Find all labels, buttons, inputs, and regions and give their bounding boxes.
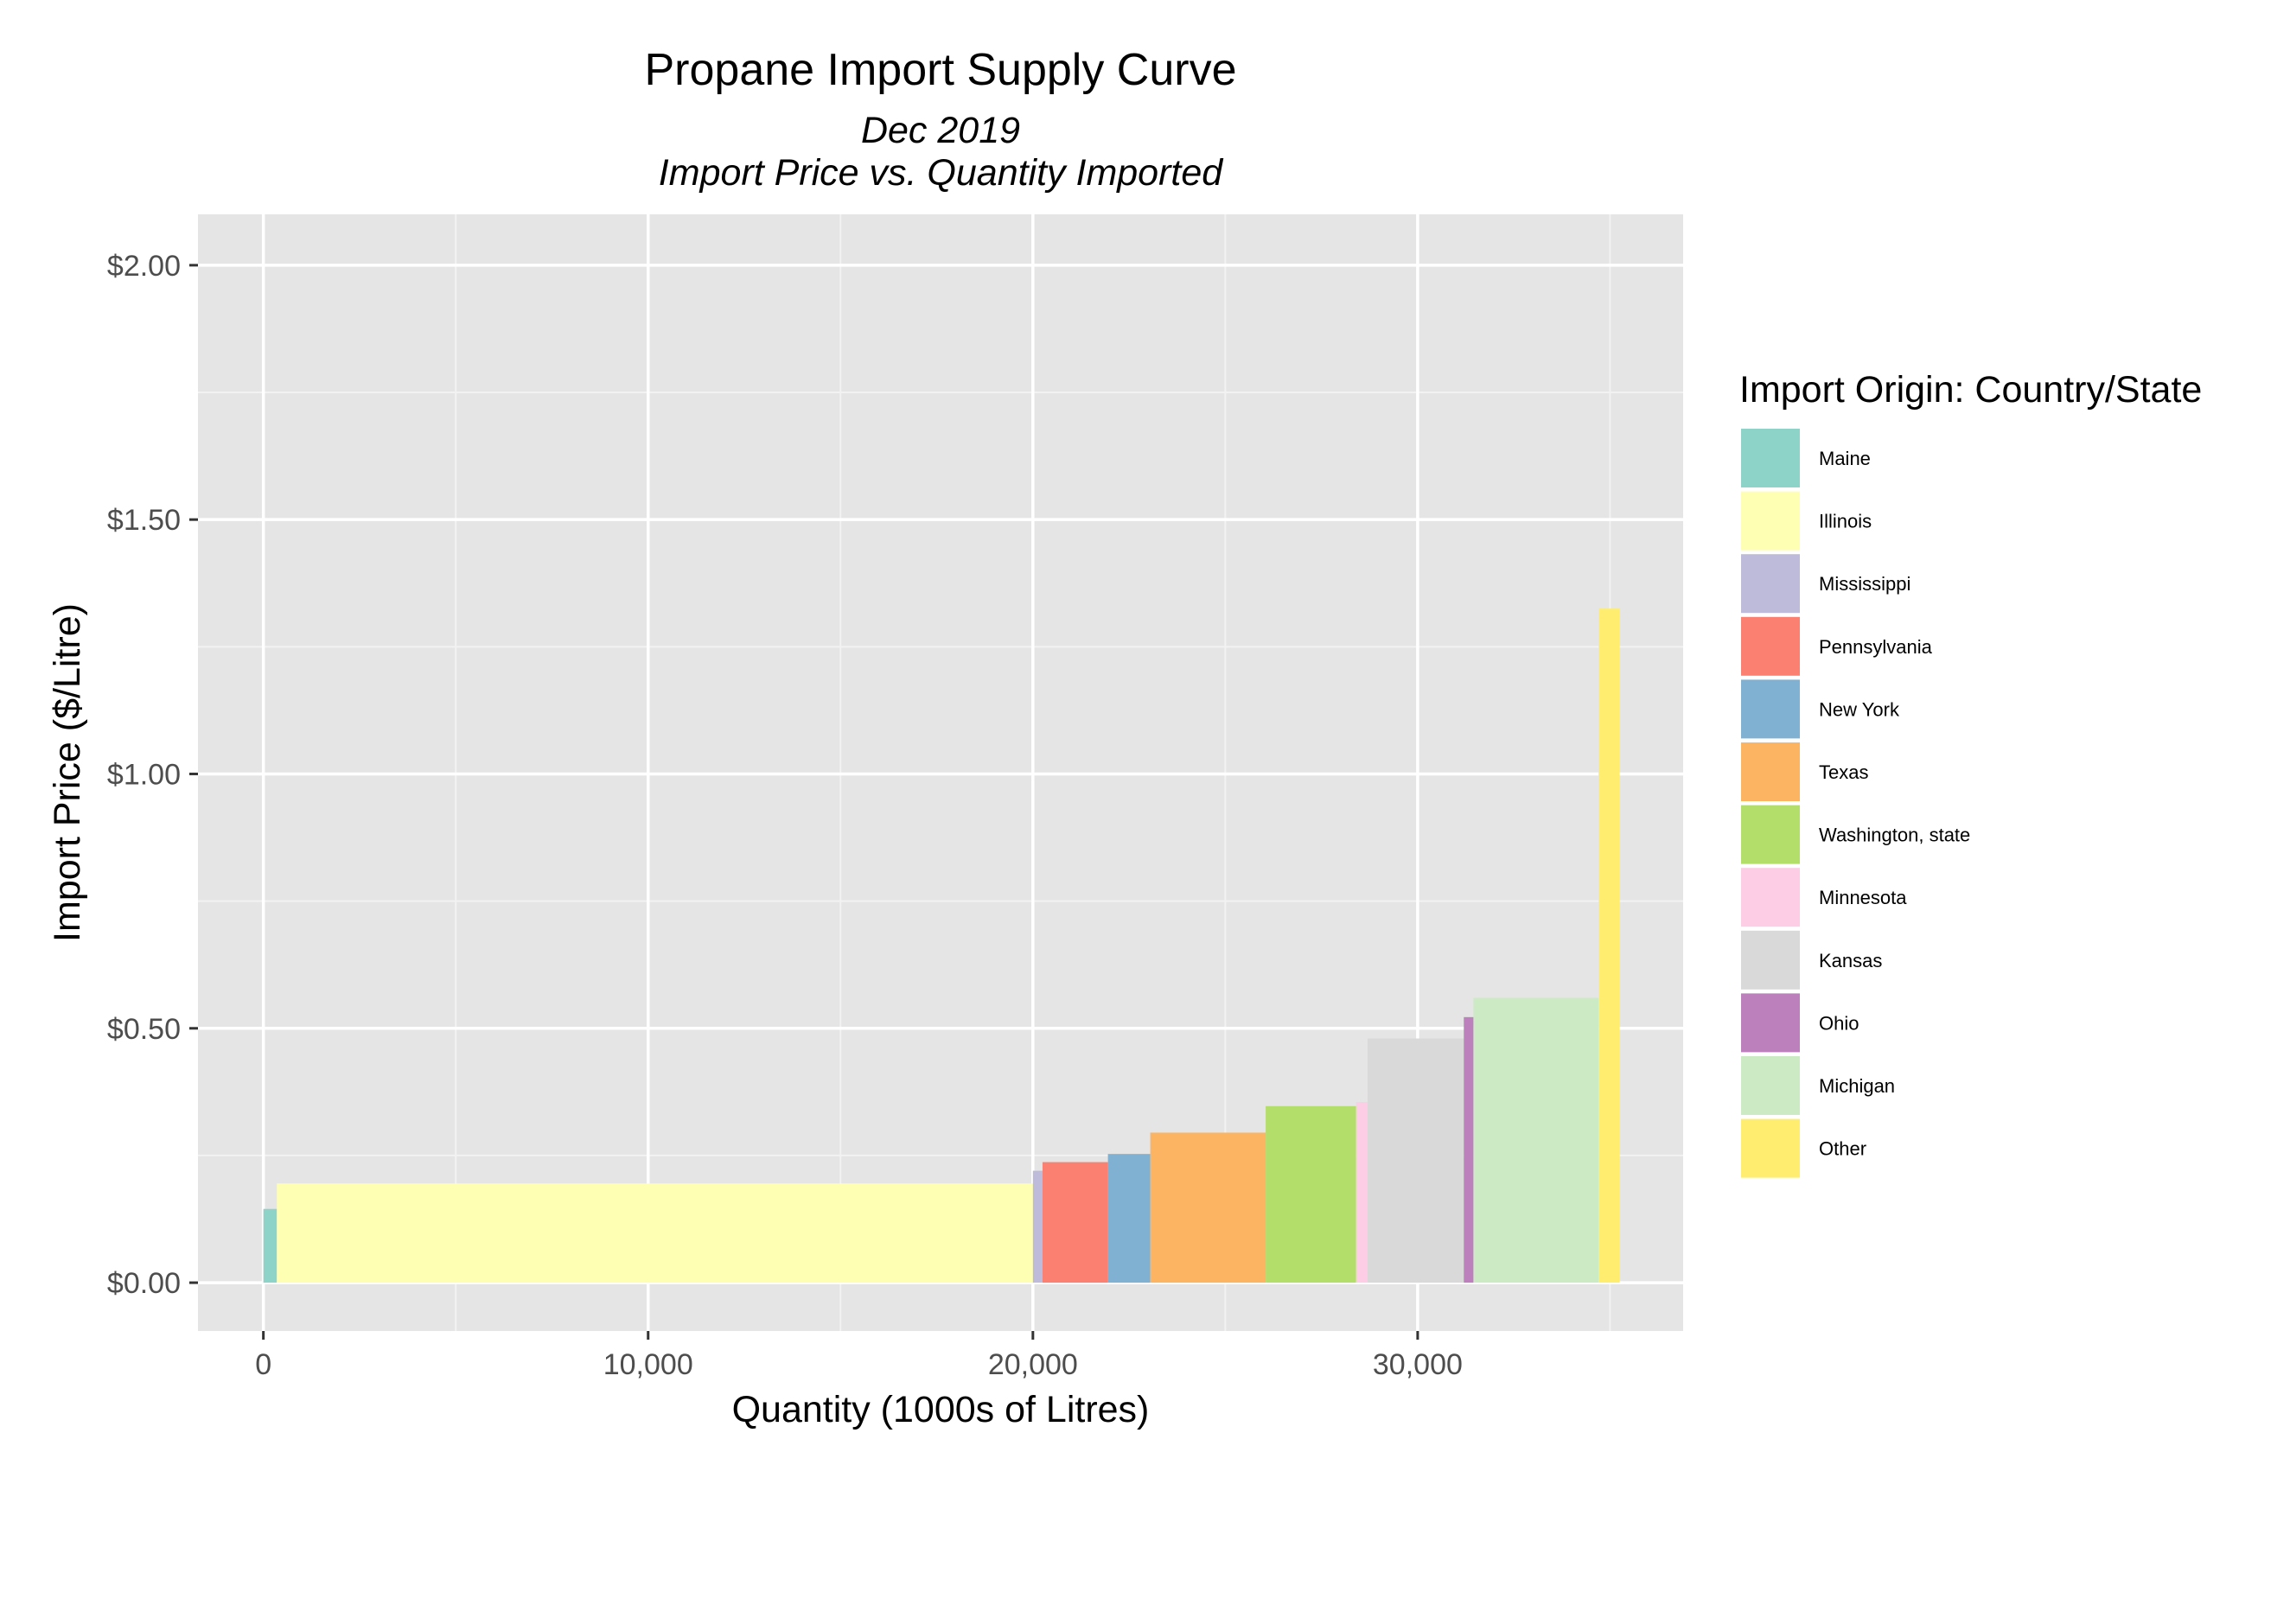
y-axis-title: Import Price ($/Litre) [47,603,88,942]
legend-key-ohio [1741,993,1800,1053]
y-tick-label: $0.00 [107,1267,181,1300]
bar-texas [1150,1132,1266,1283]
supply-bars [263,608,1620,1283]
y-tick-label: $1.50 [107,504,181,537]
chart-subtitle-line-1: Dec 2019 [861,110,1020,151]
bar-mississippi [1032,1170,1043,1283]
x-tick-label: 0 [255,1348,271,1381]
legend-label-maine: Maine [1819,448,1871,469]
legend-label-minnesota: Minnesota [1819,887,1907,908]
legend-key-kansas [1741,930,1800,990]
legend-label-other: Other [1819,1138,1866,1160]
legend-label-texas: Texas [1819,761,1868,783]
bar-michigan [1473,997,1599,1283]
legend-label-michigan: Michigan [1819,1075,1895,1097]
legend-label-washington-state: Washington, state [1819,825,1970,846]
legend-key-minnesota [1741,868,1800,927]
legend-label-mississippi: Mississippi [1819,573,1910,595]
bar-new-york [1107,1154,1151,1283]
x-tick-label: 10,000 [603,1348,693,1381]
legend: Maine Illinois Mississippi Pennsylvania New … [1741,429,1970,1178]
legend-label-new-york: New York [1819,698,1900,720]
legend-key-new-york [1741,679,1800,739]
chart-subtitle-line-2: Import Price vs. Quantity Imported [659,152,1224,194]
bar-illinois [277,1183,1033,1283]
x-tick-label: 20,000 [988,1348,1078,1381]
bar-maine [263,1208,277,1283]
y-tick-label: $0.50 [107,1013,181,1046]
legend-key-washington-state [1741,805,1800,864]
legend-key-illinois [1741,491,1800,551]
legend-key-pennsylvania [1741,616,1800,676]
chart-title: Propane Import Supply Curve [644,45,1236,95]
bar-kansas [1368,1038,1464,1283]
legend-title: Import Origin: Country/State [1739,369,2202,411]
bar-washington-state [1266,1105,1356,1283]
x-tick-label: 30,000 [1373,1348,1463,1381]
bar-minnesota [1356,1102,1368,1283]
legend-label-kansas: Kansas [1819,950,1882,971]
legend-label-pennsylvania: Pennsylvania [1819,636,1933,658]
y-axis: $0.00 $0.50 $1.00 $1.50 $2.00 [107,250,198,1300]
y-tick-label: $1.00 [107,758,181,791]
legend-key-other [1741,1118,1800,1178]
legend-key-texas [1741,742,1800,801]
legend-label-ohio: Ohio [1819,1012,1859,1034]
legend-label-illinois: Illinois [1819,511,1872,532]
bar-other [1598,608,1620,1283]
x-axis: 0 10,000 20,000 30,000 [255,1331,1463,1381]
legend-key-maine [1741,429,1800,487]
bar-ohio [1464,1016,1474,1283]
legend-key-michigan [1741,1056,1800,1115]
y-tick-label: $2.00 [107,250,181,283]
x-axis-title: Quantity (1000s of Litres) [732,1389,1150,1430]
legend-key-mississippi [1741,554,1800,614]
bar-pennsylvania [1042,1162,1108,1283]
